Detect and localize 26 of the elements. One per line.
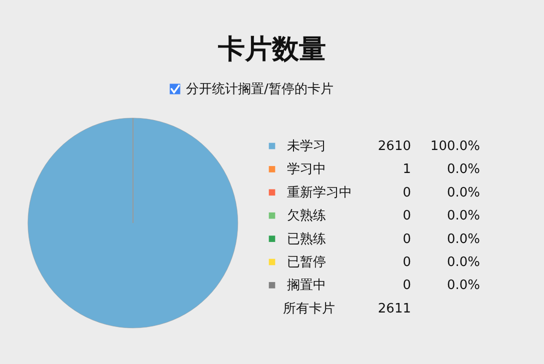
text: 0 <box>402 208 411 224</box>
legend-label: 已熟练 <box>287 232 326 247</box>
text: 2611 <box>378 301 411 316</box>
text: 所有卡片 <box>283 301 335 316</box>
legend-label: 未学习 <box>287 139 326 154</box>
text: 0.0% <box>446 208 480 224</box>
chart-title: 卡片数量 <box>217 34 326 65</box>
text: 分开统计搁置/暂停的卡片 <box>186 82 334 97</box>
text: 0.0% <box>446 278 480 294</box>
text: 100.0% <box>430 139 480 154</box>
text: 0.0% <box>446 162 480 178</box>
legend-label: 学习中 <box>287 162 326 178</box>
text: 0 <box>402 255 411 270</box>
data-label: 1 <box>402 162 411 178</box>
legend-label: 已暂停 <box>287 255 326 270</box>
text: 0.0% <box>446 185 480 200</box>
legend-label: 重新学习中 <box>287 185 352 200</box>
text: 0 <box>402 232 411 247</box>
text: 0 <box>402 278 411 294</box>
text: 0.0% <box>446 232 480 247</box>
pie-slice <box>28 118 238 328</box>
text: 0 <box>402 185 411 200</box>
legend-label: 欠熟练 <box>287 208 326 224</box>
data-label: 2610 <box>378 139 411 154</box>
legend-label: 搁置中 <box>287 278 326 294</box>
text: 0.0% <box>446 255 480 270</box>
